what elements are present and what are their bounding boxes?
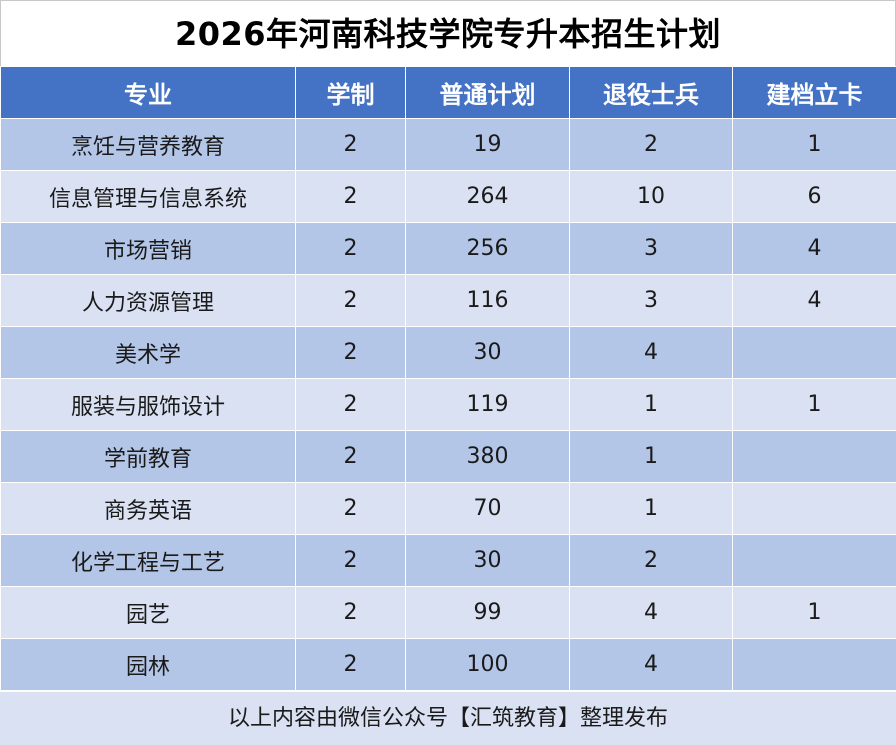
poverty-registered-cell (733, 483, 896, 535)
regular-plan-cell: 380 (406, 431, 570, 483)
major-cell: 服装与服饰设计 (1, 379, 296, 431)
table-row: 学前教育 2 380 1 (1, 431, 896, 483)
regular-plan-cell: 264 (406, 171, 570, 223)
table-row: 烹饪与营养教育 2 19 2 1 (1, 119, 896, 171)
veterans-cell: 1 (570, 431, 733, 483)
poverty-registered-cell (733, 639, 896, 691)
duration-cell: 2 (296, 535, 406, 587)
poverty-registered-cell: 4 (733, 275, 896, 327)
major-cell: 商务英语 (1, 483, 296, 535)
regular-plan-cell: 256 (406, 223, 570, 275)
regular-plan-cell: 30 (406, 535, 570, 587)
major-cell: 化学工程与工艺 (1, 535, 296, 587)
major-cell: 园林 (1, 639, 296, 691)
veterans-cell: 3 (570, 275, 733, 327)
major-cell: 信息管理与信息系统 (1, 171, 296, 223)
veterans-cell: 3 (570, 223, 733, 275)
veterans-cell: 2 (570, 119, 733, 171)
major-cell: 人力资源管理 (1, 275, 296, 327)
table-row: 信息管理与信息系统 2 264 10 6 (1, 171, 896, 223)
column-header-veterans: 退役士兵 (570, 67, 733, 119)
regular-plan-cell: 70 (406, 483, 570, 535)
duration-cell: 2 (296, 327, 406, 379)
veterans-cell: 1 (570, 483, 733, 535)
table-row: 服装与服饰设计 2 119 1 1 (1, 379, 896, 431)
major-cell: 烹饪与营养教育 (1, 119, 296, 171)
table-row: 市场营销 2 256 3 4 (1, 223, 896, 275)
duration-cell: 2 (296, 223, 406, 275)
major-cell: 学前教育 (1, 431, 296, 483)
major-cell: 市场营销 (1, 223, 296, 275)
enrollment-table: 专业 学制 普通计划 退役士兵 建档立卡 烹饪与营养教育 2 19 2 1 信息… (0, 66, 896, 691)
duration-cell: 2 (296, 379, 406, 431)
poverty-registered-cell (733, 327, 896, 379)
poverty-registered-cell: 1 (733, 587, 896, 639)
regular-plan-cell: 30 (406, 327, 570, 379)
regular-plan-cell: 119 (406, 379, 570, 431)
veterans-cell: 4 (570, 639, 733, 691)
table-row: 美术学 2 30 4 (1, 327, 896, 379)
regular-plan-cell: 100 (406, 639, 570, 691)
major-cell: 美术学 (1, 327, 296, 379)
duration-cell: 2 (296, 587, 406, 639)
column-header-major: 专业 (1, 67, 296, 119)
duration-cell: 2 (296, 275, 406, 327)
table-header-row: 专业 学制 普通计划 退役士兵 建档立卡 (1, 67, 896, 119)
poverty-registered-cell: 1 (733, 119, 896, 171)
veterans-cell: 2 (570, 535, 733, 587)
table-row: 化学工程与工艺 2 30 2 (1, 535, 896, 587)
veterans-cell: 1 (570, 379, 733, 431)
duration-cell: 2 (296, 483, 406, 535)
duration-cell: 2 (296, 119, 406, 171)
poverty-registered-cell: 4 (733, 223, 896, 275)
veterans-cell: 4 (570, 587, 733, 639)
poverty-registered-cell (733, 431, 896, 483)
poverty-registered-cell: 1 (733, 379, 896, 431)
table-row: 商务英语 2 70 1 (1, 483, 896, 535)
table-row: 园艺 2 99 4 1 (1, 587, 896, 639)
regular-plan-cell: 116 (406, 275, 570, 327)
table-row: 园林 2 100 4 (1, 639, 896, 691)
page-title: 2026年河南科技学院专升本招生计划 (0, 0, 896, 66)
veterans-cell: 4 (570, 327, 733, 379)
poverty-registered-cell: 6 (733, 171, 896, 223)
regular-plan-cell: 99 (406, 587, 570, 639)
duration-cell: 2 (296, 171, 406, 223)
column-header-poverty-registered: 建档立卡 (733, 67, 896, 119)
veterans-cell: 10 (570, 171, 733, 223)
source-footer: 以上内容由微信公众号【汇筑教育】整理发布 (0, 691, 896, 745)
column-header-duration: 学制 (296, 67, 406, 119)
table-row: 人力资源管理 2 116 3 4 (1, 275, 896, 327)
duration-cell: 2 (296, 639, 406, 691)
regular-plan-cell: 19 (406, 119, 570, 171)
column-header-regular-plan: 普通计划 (406, 67, 570, 119)
poverty-registered-cell (733, 535, 896, 587)
major-cell: 园艺 (1, 587, 296, 639)
duration-cell: 2 (296, 431, 406, 483)
